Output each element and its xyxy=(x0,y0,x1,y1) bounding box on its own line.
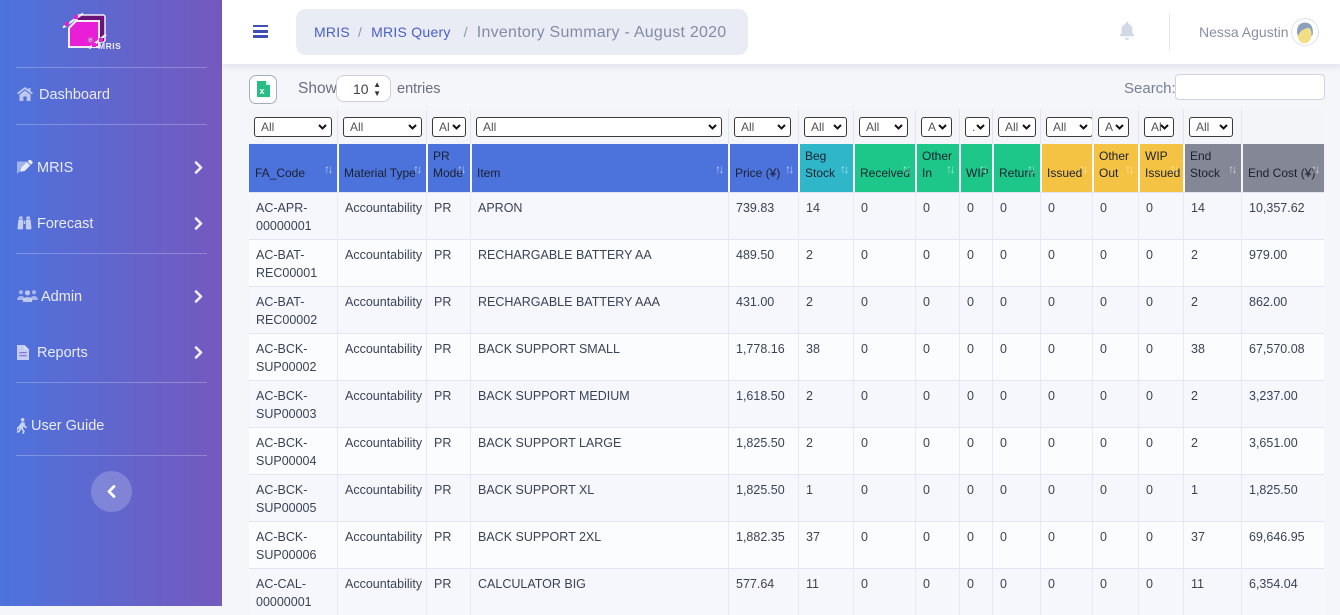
svg-text:e: e xyxy=(89,38,92,44)
svg-text:MRIS: MRIS xyxy=(98,41,121,51)
svg-text:x: x xyxy=(260,86,265,96)
